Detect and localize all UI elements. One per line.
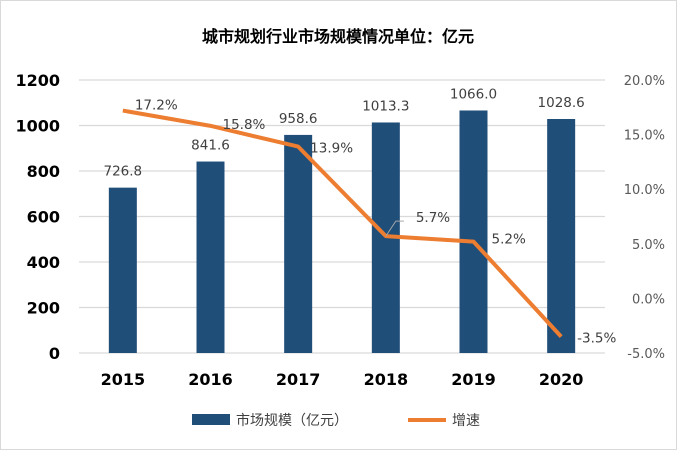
- bar: [284, 134, 313, 353]
- legend-label-line: 增速: [452, 413, 480, 429]
- bar-data-label: 1066.0: [450, 86, 497, 102]
- bar: [459, 110, 488, 353]
- legend-swatch-bar: [192, 414, 230, 425]
- bar: [547, 118, 576, 353]
- bar-data-label: 1028.6: [538, 95, 585, 111]
- left-axis-tick: 0: [49, 344, 60, 363]
- right-axis-tick: 5.0%: [632, 238, 665, 253]
- left-axis-tick: 400: [27, 253, 60, 272]
- x-axis-tick: 2016: [188, 370, 233, 389]
- left-axis-tick: 1000: [15, 117, 60, 136]
- x-axis-tick: 2018: [364, 370, 409, 389]
- right-axis-tick: 15.0%: [624, 129, 665, 144]
- bar-data-label: 1013.3: [362, 98, 409, 114]
- left-axis-tick: 600: [27, 208, 60, 227]
- line-data-label: 13.9%: [310, 141, 353, 157]
- bar-data-label: 958.6: [279, 111, 318, 127]
- x-axis-tick: 2015: [101, 370, 146, 389]
- x-axis-tick: 2017: [276, 370, 321, 389]
- right-axis-tick: 0.0%: [632, 292, 665, 307]
- line-data-label: 5.2%: [492, 232, 526, 248]
- line-data-label: 5.7%: [416, 210, 450, 226]
- bar-data-label: 841.6: [191, 138, 230, 154]
- bar: [108, 187, 137, 353]
- x-axis-tick: 2019: [451, 370, 496, 389]
- label-leader-line: [385, 220, 404, 237]
- left-axis-tick: 1200: [15, 71, 60, 90]
- line-data-label: 15.8%: [223, 117, 266, 133]
- left-axis-tick: 200: [27, 299, 60, 318]
- growth-line: [122, 108, 563, 338]
- right-axis-tick: 20.0%: [624, 74, 665, 89]
- legend-label-bar: 市场规模（亿元）: [236, 412, 348, 429]
- bar-data-label: 726.8: [104, 164, 143, 180]
- legend: 市场规模（亿元） 增速: [192, 412, 480, 429]
- right-axis-tick: 10.0%: [624, 183, 665, 198]
- chart-title: 城市规划行业市场规模情况单位：亿元: [202, 27, 474, 46]
- line-data-label: 17.2%: [135, 98, 178, 114]
- right-axis-tick: -5.0%: [627, 347, 665, 362]
- x-axis-tick: 2020: [539, 370, 584, 389]
- bar: [196, 161, 225, 353]
- line-data-label: -3.5%: [577, 331, 616, 347]
- left-axis-tick: 800: [27, 162, 60, 181]
